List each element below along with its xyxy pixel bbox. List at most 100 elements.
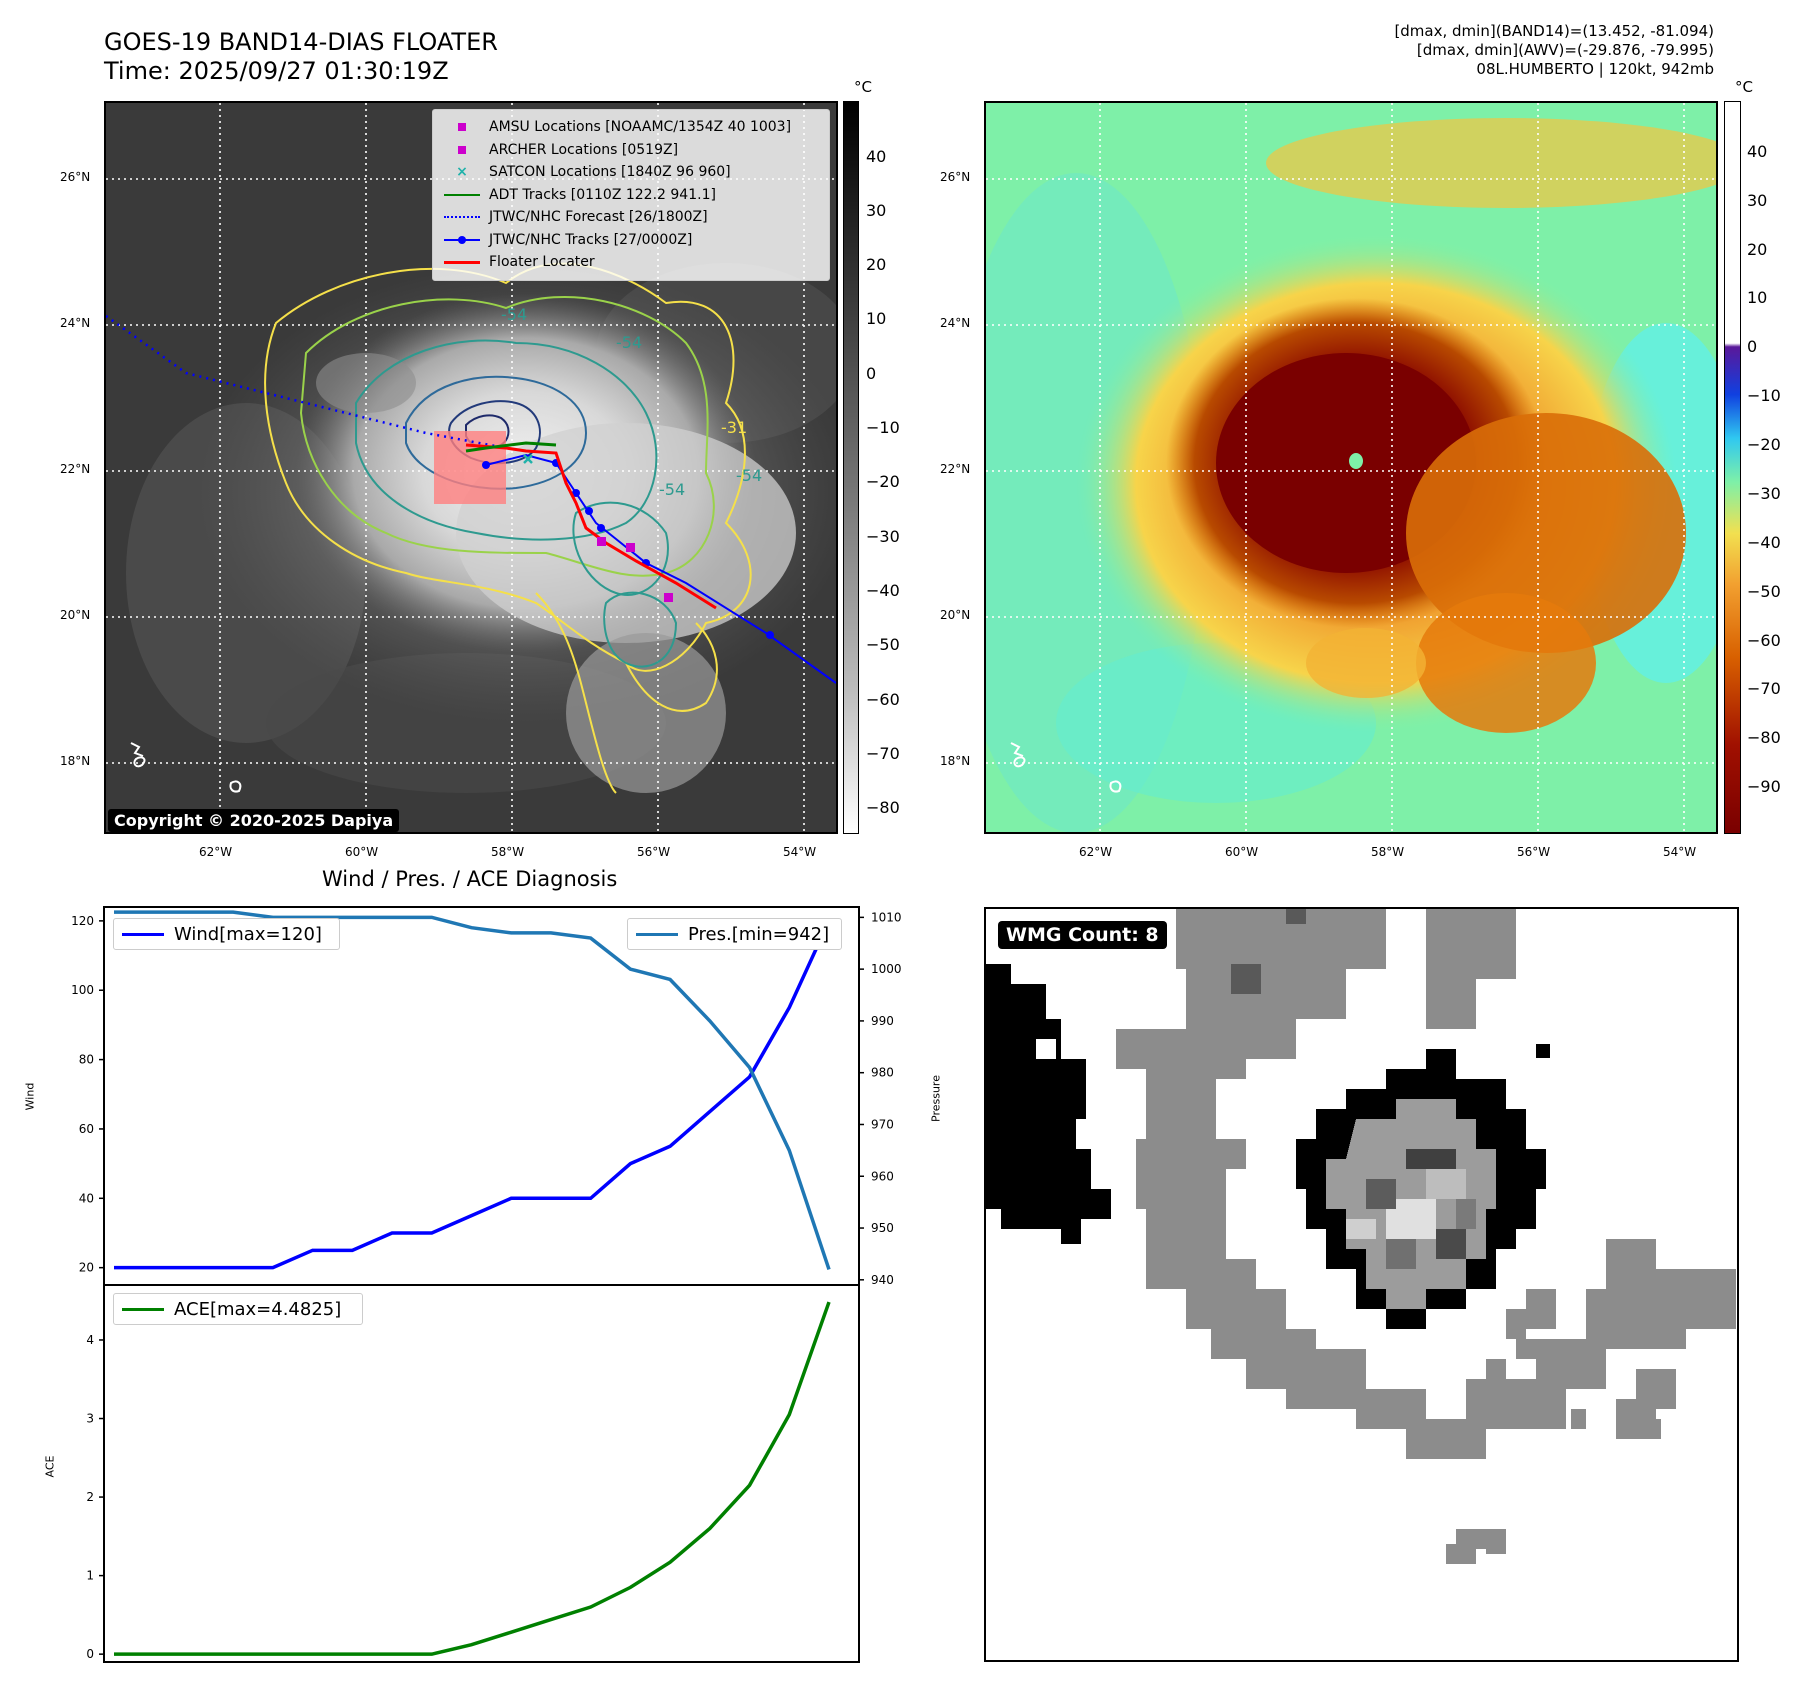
cb-tick: 30 bbox=[1747, 191, 1768, 210]
title-line-2: Time: 2025/09/27 01:30:19Z bbox=[104, 57, 449, 85]
ace-legend: ACE[max=4.4825] bbox=[113, 1293, 363, 1325]
awv-colorbar bbox=[1724, 101, 1741, 834]
line-swatch-icon bbox=[636, 932, 678, 936]
lon-tick: 60°W bbox=[1225, 845, 1259, 859]
cb-tick: −40 bbox=[1747, 533, 1781, 552]
cb-tick: −50 bbox=[1747, 582, 1781, 601]
wind-plot-frame bbox=[103, 906, 860, 1286]
cb-tick: 20 bbox=[1747, 240, 1768, 259]
forecast-track bbox=[106, 314, 507, 450]
ir-contour-labels: -54 -54 -54 -31 -54 bbox=[501, 305, 762, 499]
lon-tick: 56°W bbox=[637, 845, 671, 859]
contour-label: -54 bbox=[616, 333, 642, 352]
cb-tick: 40 bbox=[1747, 142, 1768, 161]
lon-tick: 56°W bbox=[1517, 845, 1551, 859]
lon-tick: 62°W bbox=[199, 845, 233, 859]
wmg-panel: WMG Count: 8 bbox=[984, 907, 1739, 1662]
storm-info: [dmax, dmin](BAND14)=(13.452, -81.094) [… bbox=[1394, 22, 1714, 79]
adt-track bbox=[465, 441, 557, 453]
lon-tick: 58°W bbox=[1371, 845, 1405, 859]
line-swatch-icon bbox=[122, 1307, 164, 1311]
info-line-3: 08L.HUMBERTO | 120kt, 942mb bbox=[1476, 60, 1714, 78]
lon-tick: 60°W bbox=[345, 845, 379, 859]
legend-item-satcon: × SATCON Locations [1840Z 96 960] bbox=[456, 164, 731, 181]
legend-item-floater: Floater Locater bbox=[441, 251, 821, 274]
ace-plot: 0 1 2 3 4 bbox=[86, 1284, 860, 1663]
wmg-count-badge: WMG Count: 8 bbox=[998, 921, 1167, 949]
pressure-tick-label: 970 bbox=[871, 1117, 894, 1131]
pressure-tick-label: 1000 bbox=[871, 962, 902, 976]
lon-tick: 54°W bbox=[783, 845, 817, 859]
pressure-tick-label: 990 bbox=[871, 1014, 894, 1028]
pressure-tick-label: 1010 bbox=[871, 910, 902, 924]
awv-colorbar-unit: °C bbox=[1735, 78, 1753, 96]
cb-tick: 20 bbox=[866, 255, 887, 274]
cb-tick: 0 bbox=[866, 364, 877, 383]
lat-tick: 24°N bbox=[940, 316, 971, 330]
diagnosis-title: Wind / Pres. / ACE Diagnosis bbox=[322, 867, 618, 891]
ace-plot-frame bbox=[103, 1284, 860, 1663]
lon-tick: 54°W bbox=[1663, 845, 1697, 859]
lat-tick: 20°N bbox=[940, 608, 971, 622]
legend-item-amsu: AMSU Locations [NOAAMC/1354Z 40 1003] bbox=[441, 116, 821, 139]
wind-tick-label: 100 bbox=[71, 983, 94, 997]
floater-track bbox=[465, 443, 717, 610]
wind-tick-label: 120 bbox=[71, 914, 94, 928]
cb-tick: −20 bbox=[1747, 435, 1781, 454]
ace-tick-label: 4 bbox=[86, 1333, 94, 1347]
satcon-markers bbox=[523, 454, 533, 464]
cb-tick: −90 bbox=[1747, 777, 1781, 796]
cb-tick: −30 bbox=[866, 527, 900, 546]
legend-item-nhc-tracks: JTWC/NHC Tracks [27/0000Z] bbox=[441, 229, 821, 252]
ace-tick-label: 3 bbox=[86, 1412, 94, 1426]
cb-tick: −40 bbox=[866, 581, 900, 600]
cb-tick: 0 bbox=[1747, 337, 1758, 356]
cb-tick: −10 bbox=[1747, 386, 1781, 405]
contour-label: -54 bbox=[659, 480, 685, 499]
legend-item-archer: ARCHER Locations [0519Z] bbox=[441, 139, 821, 162]
cb-tick: −60 bbox=[866, 690, 900, 709]
lat-tick: 26°N bbox=[940, 170, 971, 184]
pressure-tick-label: 940 bbox=[871, 1273, 894, 1287]
cb-tick: −10 bbox=[866, 418, 900, 437]
nhc-track-points bbox=[482, 459, 774, 639]
amsu-archer-markers bbox=[597, 537, 673, 602]
ace-series-line bbox=[114, 1301, 831, 1656]
wind-tick-label: 20 bbox=[79, 1261, 94, 1275]
ace-tick-label: 1 bbox=[86, 1569, 94, 1583]
pressure-tick-label: 980 bbox=[871, 1066, 894, 1080]
cb-tick: −30 bbox=[1747, 484, 1781, 503]
contour-label: -31 bbox=[721, 418, 747, 437]
legend-item-forecast: JTWC/NHC Forecast [26/1800Z] bbox=[441, 206, 821, 229]
pressure-legend: Pres.[min=942] bbox=[627, 918, 842, 950]
ir-colorbar bbox=[843, 101, 859, 834]
solid-line-icon bbox=[444, 193, 480, 196]
pressure-tick-label: 950 bbox=[871, 1221, 894, 1235]
lon-tick: 62°W bbox=[1079, 845, 1113, 859]
copyright-label: Copyright © 2020-2025 Dapiya bbox=[108, 809, 400, 832]
cb-tick: −70 bbox=[866, 744, 900, 763]
solid-line-icon bbox=[444, 261, 480, 264]
x-marker-icon: × bbox=[456, 164, 468, 181]
ace-tick-label: 2 bbox=[86, 1490, 94, 1504]
wind-tick-label: 60 bbox=[79, 1122, 94, 1136]
coastline bbox=[130, 742, 242, 793]
ace-tick-label: 0 bbox=[86, 1647, 94, 1661]
wind-series-line bbox=[114, 920, 831, 1270]
contour-label: -54 bbox=[501, 305, 527, 324]
cb-tick: −20 bbox=[866, 472, 900, 491]
lat-tick: 24°N bbox=[60, 316, 91, 330]
cb-tick: 10 bbox=[1747, 288, 1768, 307]
legend-item-adt: ADT Tracks [0110Z 122.2 941.1] bbox=[441, 184, 821, 207]
ir-legend: AMSU Locations [NOAAMC/1354Z 40 1003] AR… bbox=[432, 109, 830, 281]
cb-tick: −60 bbox=[1747, 631, 1781, 650]
awv-gridlines bbox=[986, 103, 1716, 832]
lon-tick: 58°W bbox=[491, 845, 525, 859]
cb-tick: −80 bbox=[1747, 728, 1781, 747]
cb-tick: 30 bbox=[866, 201, 887, 220]
info-line-2: [dmax, dmin](AWV)=(-29.876, -79.995) bbox=[1416, 41, 1714, 59]
pressure-tick-label: 960 bbox=[871, 1169, 894, 1183]
nhc-track bbox=[485, 453, 836, 684]
contour-label: -54 bbox=[736, 466, 762, 485]
awv-map-panel bbox=[984, 101, 1718, 834]
